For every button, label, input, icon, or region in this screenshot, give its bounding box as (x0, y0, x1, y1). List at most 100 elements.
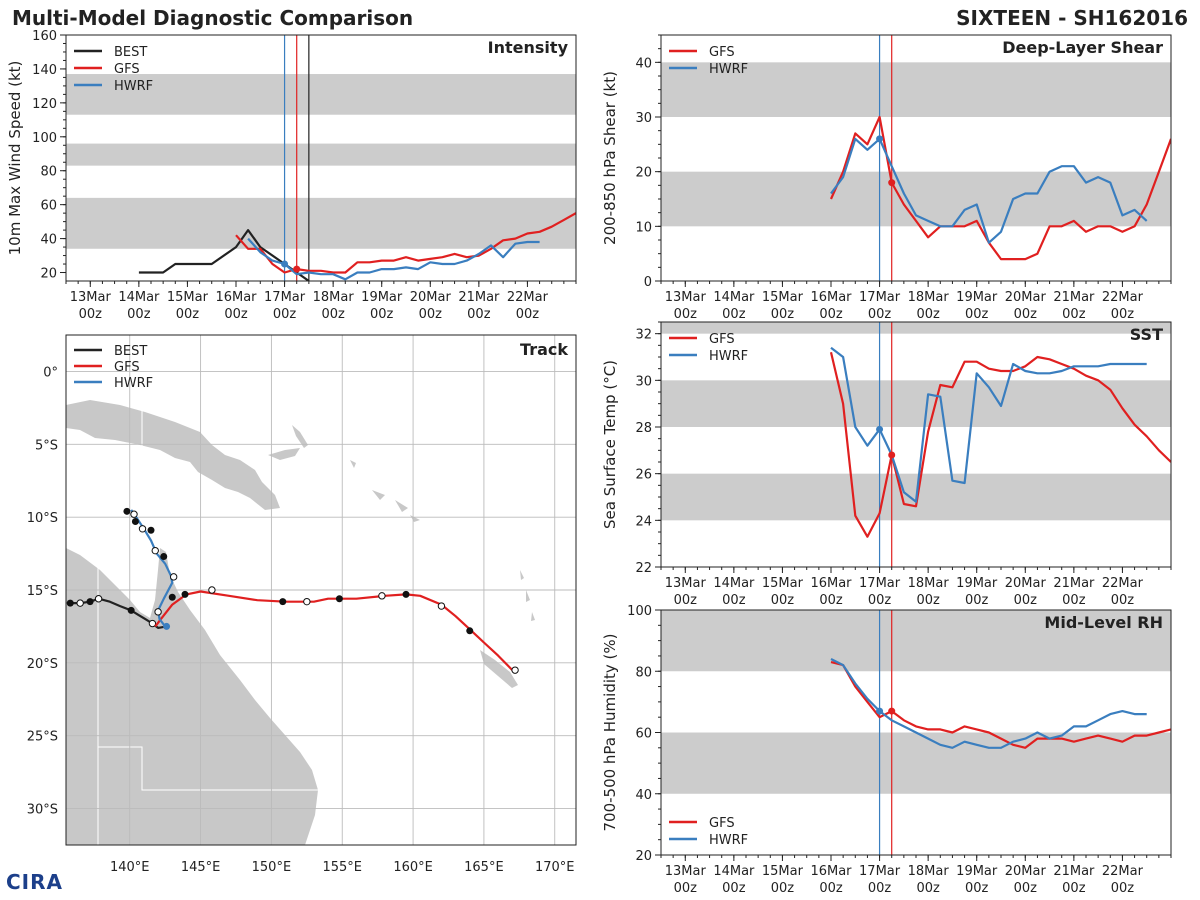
rh-xtick-label: 00z (819, 881, 843, 896)
track-hwrf-point-filled (123, 507, 131, 515)
intensity-ytick-label: 100 (32, 131, 57, 146)
intensity-legend-label: BEST (114, 45, 147, 60)
rh-xtick-label: 13Mar (665, 864, 707, 879)
intensity-series-group (138, 212, 576, 281)
shear-xtick-label: 14Mar (713, 290, 755, 305)
sst-band (661, 380, 1171, 427)
track-lon-label: 145°E (181, 860, 221, 875)
sst-xtick-label: 00z (965, 593, 989, 608)
shear-ytick-label: 30 (635, 111, 652, 126)
track-lon-label: 150°E (252, 860, 292, 875)
intensity-band (66, 74, 576, 115)
rh-legend-label: HWRF (709, 833, 748, 848)
track-title: Track (520, 340, 568, 359)
intensity-xtick-label: 19Mar (361, 290, 403, 305)
track-lines (66, 507, 519, 674)
shear-xtick-label: 00z (1111, 307, 1135, 322)
rh-xtick-label: 00z (722, 881, 746, 896)
track-hwrf-point-filled (160, 552, 168, 560)
intensity-frame (65, 34, 577, 282)
rh-ytick-label: 20 (635, 849, 652, 864)
track-best-point-open (76, 599, 84, 607)
rh-xtick-label: 16Mar (810, 864, 852, 879)
shear-xtick-label: 00z (819, 307, 843, 322)
track-legend-label: BEST (114, 344, 147, 359)
intensity-panel: 20 40 60 80 100 120 140 160 13Mar 00z 14Mar 00z 15Ma… (6, 29, 577, 322)
rh-xtick-label: 00z (916, 881, 940, 896)
intensity-xtick-label: 13Mar (70, 290, 112, 305)
track-gfs-point-filled (466, 627, 474, 635)
rh-legend-label: GFS (709, 816, 735, 831)
shear-legend-label: HWRF (709, 62, 748, 77)
shear-xtick-label: 19Mar (956, 290, 998, 305)
intensity-xtick-label: 21Mar (458, 290, 500, 305)
track-lon-label: 160°E (393, 860, 433, 875)
shear-xtick-label: 21Mar (1053, 290, 1095, 305)
track-legend-label: HWRF (114, 376, 153, 391)
rh-hwrf-line (830, 658, 1147, 749)
shear-xtick-label: 00z (722, 307, 746, 322)
rh-hwrf-marker (876, 707, 884, 715)
track-hwrf-point-open (169, 573, 178, 581)
shear-xtick-label: 16Mar (810, 290, 852, 305)
track-lon-label: 140°E (110, 860, 150, 875)
intensity-title: Intensity (488, 38, 569, 57)
track-gfs-point-filled (335, 595, 343, 603)
shear-xtick-label: 00z (1014, 307, 1038, 322)
intensity-xtick-label: 00z (467, 307, 491, 322)
intensity-ytick-label: 80 (40, 165, 57, 180)
intensity-legend-label: GFS (114, 62, 140, 77)
sst-xtick-label: 00z (819, 593, 843, 608)
track-hwrf-point-open (154, 608, 162, 616)
shear-series-group (829, 115, 1171, 261)
sst-xtick-label: 00z (1062, 593, 1086, 608)
track-gfs-point-filled (181, 590, 189, 598)
intensity-xtick-label: 17Mar (264, 290, 306, 305)
intensity-hwrf-line (247, 237, 540, 281)
intensity-hwrf-marker (281, 260, 289, 268)
shear-panel: 0 10 20 30 40 13Mar 00z 14Mar 00z 15Mar 00z 16Mar 00… (601, 34, 1172, 322)
intensity-gfs-marker (293, 265, 301, 273)
sst-xtick-label: 00z (674, 593, 698, 608)
intensity-xtick-label: 15Mar (167, 290, 209, 305)
land-new-caledonia (480, 650, 518, 688)
shear-hwrf-marker (876, 135, 884, 143)
shear-frame (660, 34, 1172, 282)
sst-ytick-label: 30 (635, 374, 652, 389)
sst-xtick-label: 00z (1111, 593, 1135, 608)
track-best-point-filled (86, 598, 94, 606)
rh-xtick-label: 00z (771, 881, 795, 896)
rh-ytick-label: 80 (635, 665, 652, 680)
shear-title: Deep-Layer Shear (1002, 38, 1163, 57)
track-lat-label: 20°S (27, 657, 58, 672)
track-hwrf-init-marker (163, 622, 171, 630)
shear-xtick-label: 20Mar (1005, 290, 1047, 305)
sst-ylabel: Sea Surface Temp (°C) (601, 360, 619, 529)
track-lon-label: 155°E (322, 860, 362, 875)
track-lon-label: 165°E (464, 860, 504, 875)
sst-xtick-label: 14Mar (713, 576, 755, 591)
shear-xtick-label: 22Mar (1102, 290, 1144, 305)
sst-xtick-label: 13Mar (665, 576, 707, 591)
shear-ylabel: 200-850 hPa Shear (kt) (601, 71, 619, 245)
intensity-xtick-label: 00z (176, 307, 200, 322)
track-lat-label: 25°S (27, 730, 58, 745)
shear-ytick-label: 0 (644, 275, 652, 290)
land-solomons (350, 460, 420, 522)
rh-xtick-label: 15Mar (762, 864, 804, 879)
sst-ytick-label: 32 (635, 328, 652, 343)
intensity-band (66, 197, 576, 249)
shear-xtick-label: 00z (674, 307, 698, 322)
intensity-ylabel: 10m Max Wind Speed (kt) (6, 61, 24, 256)
shear-band (661, 62, 1171, 117)
rh-panel: 20 40 60 80 100 13Mar 00z 14Mar 00z 15Mar 00z 16Mar… (601, 604, 1172, 896)
sst-xtick-label: 15Mar (762, 576, 804, 591)
sst-xtick-label: 19Mar (956, 576, 998, 591)
sst-plot-area (661, 322, 1171, 567)
sst-xtick-label: 00z (1014, 593, 1038, 608)
track-hwrf-point-filled (147, 526, 155, 534)
sst-panel: 22 24 26 28 30 32 13Mar 00z 14Mar 00z 15Mar 00z 16Ma… (601, 321, 1172, 608)
sst-hwrf-marker (876, 425, 884, 433)
sst-xtick-label: 00z (722, 593, 746, 608)
intensity-xtick-label: 16Mar (215, 290, 257, 305)
